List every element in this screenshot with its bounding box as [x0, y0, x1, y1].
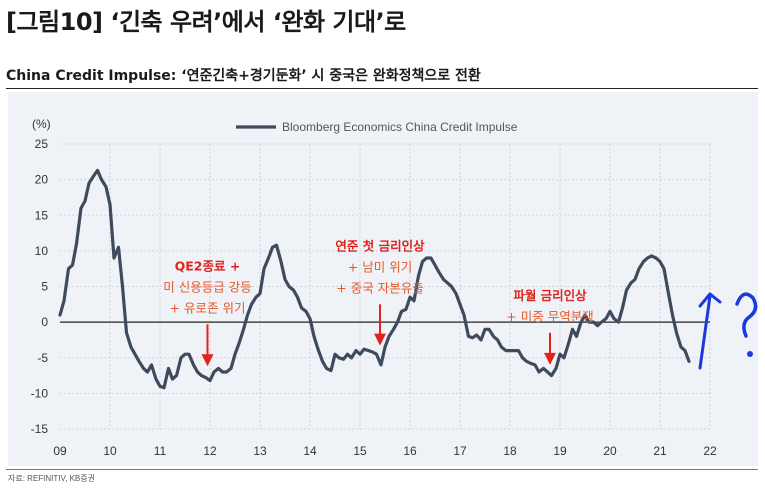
x-tick-label: 17: [453, 444, 467, 458]
header-divider: [6, 88, 758, 89]
x-tick-label: 14: [303, 444, 317, 458]
handwritten-arrow-shaft: [698, 294, 712, 370]
x-tick-label: 11: [154, 444, 167, 458]
y-tick-label: -5: [37, 351, 48, 365]
figure-title: [그림10] ‘긴축 우려’에서 ‘완화 기대’로: [6, 8, 406, 36]
footer-divider: [6, 469, 758, 470]
handwritten-question-mark: [735, 292, 758, 338]
y-tick-label: 5: [41, 280, 48, 294]
x-tick-label: 19: [553, 444, 567, 458]
x-tick-label: 20: [603, 444, 617, 458]
x-tick-label: 10: [103, 444, 117, 458]
annotation-arrow-head: [374, 333, 386, 346]
series-line: [58, 168, 691, 390]
handwritten-question-dot: [747, 351, 753, 357]
figure-subtitle: China Credit Impulse: ‘연준긴축+경기둔화’ 시 중국은 …: [6, 68, 481, 84]
y-tick-label: 10: [35, 244, 49, 258]
y-tick-label: -15: [31, 422, 49, 436]
source-note: 자료: REFINITIV, KB증권: [8, 474, 95, 483]
annotation-arrow-head: [201, 354, 214, 367]
annotation-text: + 유로존 위기: [170, 300, 246, 315]
x-tick-label: 21: [653, 444, 667, 458]
annotation-text: + 남미 위기: [348, 259, 412, 274]
x-tick-label: 12: [203, 444, 217, 458]
y-tick-label: -10: [31, 386, 49, 400]
legend-label: Bloomberg Economics China Credit Impulse: [282, 120, 518, 134]
credit-impulse-chart: 25 20 15 10 5 0 -5 -10 -15 09 10 11 12 13 14 15 16 17 18 19…: [31, 117, 758, 458]
y-tick-label: 0: [41, 315, 48, 329]
y-axis-unit: (%): [32, 117, 51, 131]
annotation-text: QE2종료 +: [175, 258, 241, 273]
annotation-arrow-head: [544, 352, 556, 365]
x-tick-label: 09: [53, 444, 67, 458]
annotation-text: + 중국 자본유출: [336, 280, 423, 295]
x-tick-label: 15: [353, 444, 367, 458]
x-tick-label: 22: [703, 444, 717, 458]
x-tick-label: 18: [503, 444, 517, 458]
chart-panel: 25 20 15 10 5 0 -5 -10 -15 09 10 11 12 13 14 15 16 17 18 19…: [8, 92, 758, 466]
annotation-text: 미 신용등급 강등: [163, 279, 251, 294]
y-tick-label: 25: [35, 137, 49, 151]
y-tick-label: 20: [35, 173, 49, 187]
annotation-text: 파월 금리인상: [513, 288, 587, 303]
y-tick-label: 15: [35, 208, 49, 222]
x-tick-label: 16: [403, 444, 417, 458]
x-tick-label: 13: [253, 444, 267, 458]
handwritten-arrow-head: [698, 292, 722, 308]
annotation-text: + 미중 무역분쟁: [506, 309, 593, 324]
annotation-text: 연준 첫 금리인상: [335, 238, 425, 253]
